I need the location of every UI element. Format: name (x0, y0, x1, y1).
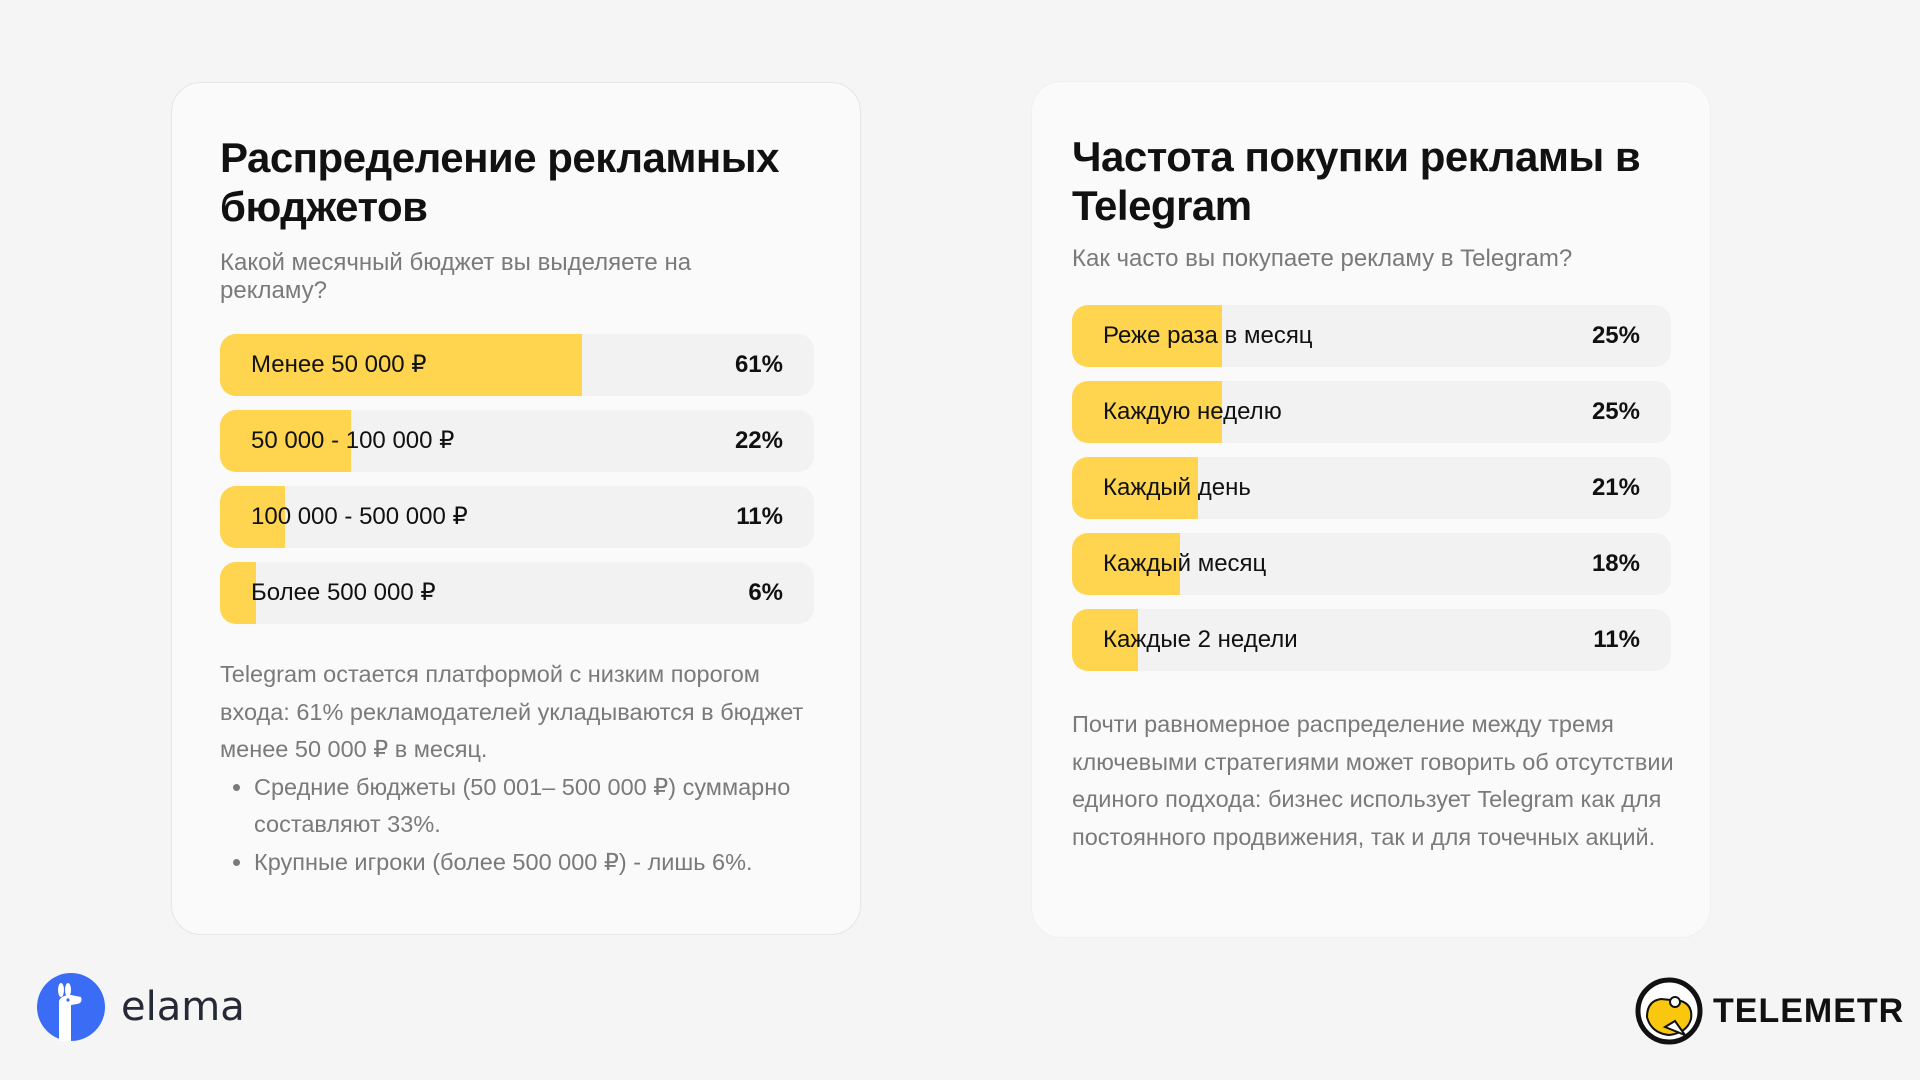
bar-value: 61% (734, 351, 783, 378)
bar-row: Каждый день 21% (1072, 457, 1671, 519)
bar-row: 100 000 - 500 000 ₽ 11% (220, 486, 814, 548)
bar-row: Каждые 2 недели 11% (1072, 609, 1671, 671)
bullet-item: Крупные игроки (более 500 000 ₽) - лишь … (254, 844, 820, 882)
bar-value: 11% (1593, 626, 1640, 653)
bar-row: Более 500 000 ₽ 6% (220, 562, 814, 624)
description-text: Почти равномерное распределение между тр… (1072, 711, 1674, 850)
bar-fill (220, 410, 351, 472)
telemetr-logo: TELEMETR (1635, 977, 1904, 1045)
dog-mascot-icon (1635, 977, 1703, 1045)
bar-label: Менее 50 000 ₽ (251, 351, 427, 378)
bar-row: 50 000 - 100 000 ₽ 22% (220, 410, 814, 472)
bar-label: 100 000 - 500 000 ₽ (251, 503, 468, 530)
bar-value: 6% (748, 579, 783, 606)
bar-value: 22% (734, 427, 783, 454)
card-subtitle: Как часто вы покупаете рекламу в Telegra… (1072, 245, 1573, 272)
bar-fill (1072, 305, 1222, 367)
bar-label: Каждые 2 недели (1103, 626, 1298, 653)
bar-row: Менее 50 000 ₽ 61% (220, 334, 814, 396)
description-text: Telegram остается платформой с низким по… (220, 661, 804, 762)
card-title: Частота покупки рекламы в Telegram (1072, 133, 1641, 229)
bar-value: 21% (1591, 474, 1640, 501)
llama-icon (37, 973, 105, 1041)
bar-value: 25% (1591, 322, 1640, 349)
bar-list: Менее 50 000 ₽ 61% 50 000 - 100 000 ₽ 22% 10… (220, 334, 814, 638)
purchase-frequency-card: Частота покупки рекламы в Telegram Как ч… (1031, 81, 1711, 938)
bar-value: 11% (736, 503, 783, 530)
bar-row: Каждый месяц 18% (1072, 533, 1671, 595)
card-description: Почти равномерное распределение между тр… (1072, 706, 1682, 856)
elama-wordmark: elama (121, 984, 245, 1030)
bar-label: 50 000 - 100 000 ₽ (251, 427, 455, 454)
bar-fill (220, 486, 286, 548)
bar-value: 25% (1591, 398, 1640, 425)
bar-label: Каждый месяц (1103, 550, 1267, 577)
card-subtitle: Какой месячный бюджет вы выделяете на ре… (220, 249, 692, 304)
bar-value: 18% (1591, 550, 1640, 577)
bar-fill (220, 334, 583, 396)
bar-fill (220, 562, 256, 624)
bar-fill (1072, 609, 1138, 671)
bar-fill (1072, 533, 1180, 595)
bullet-item: Средние бюджеты (50 001– 500 000 ₽) сумм… (254, 769, 820, 844)
card-title: Распределение рекламных бюджетов (220, 134, 780, 230)
telemetr-wordmark: TELEMETR (1713, 991, 1905, 1030)
budget-distribution-card: Распределение рекламных бюджетов Какой м… (171, 82, 861, 935)
bar-row: Каждую неделю 25% (1072, 381, 1671, 443)
bar-row: Реже раза в месяц 25% (1072, 305, 1671, 367)
bar-label: Реже раза в месяц (1103, 322, 1313, 349)
bar-label: Каждый день (1103, 474, 1251, 501)
bar-label: Каждую неделю (1103, 398, 1282, 425)
bar-fill (1072, 381, 1222, 443)
bar-label: Более 500 000 ₽ (251, 579, 436, 606)
bar-list: Реже раза в месяц 25% Каждую неделю 25% Кажд… (1072, 305, 1671, 685)
elama-logo: elama (37, 973, 245, 1041)
bar-fill (1072, 457, 1198, 519)
card-description: Telegram остается платформой с низким по… (220, 656, 820, 881)
